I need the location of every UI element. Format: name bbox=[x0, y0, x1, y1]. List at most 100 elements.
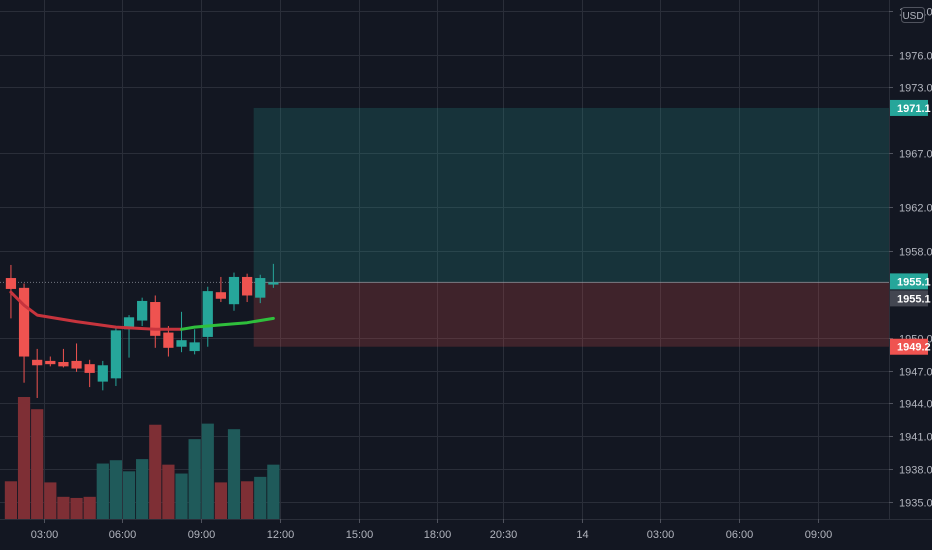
volume-bar bbox=[254, 476, 267, 519]
volume-bar bbox=[136, 459, 149, 519]
volume-bar bbox=[267, 464, 280, 519]
loss-zone bbox=[253, 282, 889, 347]
price-tick-label: 1944.0 bbox=[899, 399, 932, 411]
candle-body bbox=[163, 332, 174, 348]
price-tag-target bbox=[890, 99, 928, 116]
candle bbox=[228, 272, 240, 311]
volume-bar bbox=[96, 463, 109, 519]
price-tags: 1971.1 1955.1 1955.1 1949.2 bbox=[890, 99, 931, 355]
ma-segment-down bbox=[9, 290, 183, 331]
candle-body bbox=[32, 359, 43, 366]
time-tick-label: 18:00 bbox=[424, 529, 452, 541]
candle-body bbox=[189, 342, 200, 352]
currency-button[interactable]: USD bbox=[901, 7, 925, 23]
candle-body bbox=[202, 291, 213, 337]
ma-segment-up bbox=[180, 316, 275, 331]
volume-bar bbox=[188, 439, 201, 519]
candle-body bbox=[150, 302, 161, 336]
candle-body bbox=[18, 287, 30, 357]
candle bbox=[189, 329, 200, 355]
price-tick-label: 1935.0 bbox=[899, 498, 932, 510]
price-tick-label: 1947.0 bbox=[899, 367, 932, 379]
candle bbox=[202, 286, 213, 347]
candle-body bbox=[58, 361, 69, 367]
volume-bar bbox=[57, 496, 70, 519]
candle-body bbox=[5, 278, 17, 289]
candle-body bbox=[137, 300, 148, 321]
price-tag-stop bbox=[890, 338, 928, 355]
grid-lines bbox=[0, 0, 889, 519]
volume-bar bbox=[109, 460, 123, 519]
time-tick-label: 03:00 bbox=[647, 529, 675, 541]
candle-body bbox=[228, 276, 240, 305]
candle bbox=[163, 326, 174, 357]
candle-body bbox=[255, 278, 266, 298]
candle bbox=[32, 348, 43, 398]
candle-body bbox=[176, 340, 187, 347]
candle-body bbox=[268, 282, 279, 285]
time-tick-label: 12:00 bbox=[267, 529, 295, 541]
time-tick-label: 15:00 bbox=[346, 529, 374, 541]
currency-label: USD bbox=[902, 11, 923, 22]
price-tick-label: 1976.0 bbox=[899, 51, 932, 63]
candle-body bbox=[71, 360, 82, 369]
candle-body bbox=[123, 317, 135, 330]
candle bbox=[123, 315, 135, 358]
profit-zone bbox=[253, 107, 889, 283]
price-tick-label: 1962.0 bbox=[899, 203, 932, 215]
candle-body bbox=[215, 292, 227, 299]
volume-bar bbox=[214, 482, 228, 519]
time-tick-label: 03:00 bbox=[31, 529, 59, 541]
volume-bar bbox=[241, 481, 254, 519]
candle-body bbox=[242, 276, 253, 296]
candle bbox=[71, 343, 82, 372]
price-tag-entry bbox=[890, 273, 928, 290]
volume-bar bbox=[227, 429, 241, 519]
candlesticks bbox=[5, 263, 279, 398]
time-tick-label: 06:00 bbox=[726, 529, 754, 541]
price-tick-label: 1973.0 bbox=[899, 83, 932, 95]
candle bbox=[45, 356, 56, 367]
price-tick-label: 1938.0 bbox=[899, 465, 932, 477]
time-tick-label: 06:00 bbox=[109, 529, 137, 541]
price-tick-label: 1941.0 bbox=[899, 432, 932, 444]
candle bbox=[176, 311, 187, 353]
price-tick-label: 1967.0 bbox=[899, 149, 932, 161]
volume-bar bbox=[83, 496, 96, 519]
candle bbox=[150, 295, 161, 348]
candle bbox=[268, 263, 279, 288]
time-tick-label: 09:00 bbox=[805, 529, 833, 541]
volume-bars bbox=[4, 397, 280, 519]
time-axis[interactable]: 03:00 06:00 09:00 12:00 15:00 18:00 20:30 14 03:… bbox=[31, 519, 833, 541]
volume-bar bbox=[31, 409, 44, 519]
candle bbox=[84, 359, 95, 388]
price-tag-label-current: 1955.1 bbox=[897, 293, 931, 305]
price-tag-current bbox=[890, 290, 928, 307]
candle bbox=[255, 274, 266, 304]
position-tool[interactable] bbox=[0, 107, 889, 347]
candle bbox=[58, 348, 69, 368]
candle bbox=[110, 327, 122, 386]
volume-bar bbox=[4, 481, 18, 519]
volume-bar bbox=[175, 473, 188, 519]
volume-bar bbox=[17, 397, 31, 519]
candle bbox=[242, 273, 253, 303]
candle-body bbox=[45, 360, 56, 365]
candle-body bbox=[97, 365, 108, 382]
volume-bar bbox=[201, 423, 214, 519]
candle-body bbox=[110, 330, 122, 379]
candle bbox=[137, 297, 148, 327]
time-tick-label: 09:00 bbox=[188, 529, 216, 541]
candle bbox=[97, 360, 108, 391]
moving-average-line bbox=[9, 290, 275, 331]
price-tag-label-stop: 1949.2 bbox=[897, 342, 931, 354]
volume-bar bbox=[70, 497, 83, 519]
volume-bar bbox=[44, 482, 57, 519]
time-tick-label: 20:30 bbox=[490, 529, 518, 541]
volume-bar bbox=[149, 424, 162, 519]
price-tag-label-entry: 1955.1 bbox=[897, 276, 931, 288]
volume-bar bbox=[122, 471, 136, 519]
price-tag-label-target: 1971.1 bbox=[897, 103, 931, 115]
candle bbox=[18, 283, 30, 383]
